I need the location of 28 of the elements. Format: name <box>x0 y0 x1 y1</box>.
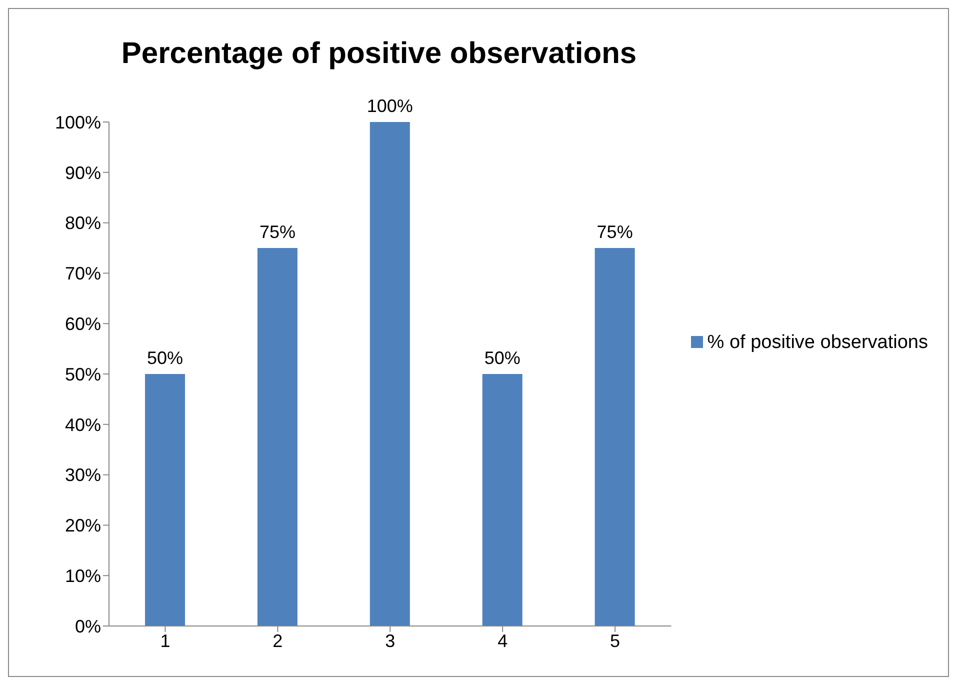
data-label: 100% <box>366 96 413 116</box>
y-tick-label: 30% <box>64 465 101 486</box>
data-label: 75% <box>259 222 296 242</box>
bar <box>145 374 185 626</box>
chart-title: Percentage of positive observations <box>120 37 638 71</box>
x-tick-label: 5 <box>610 630 620 651</box>
y-tick-label: 100% <box>54 112 101 132</box>
y-tick-label: 90% <box>64 162 101 183</box>
x-tick-label: 1 <box>160 630 170 651</box>
y-tick-label: 20% <box>64 516 101 536</box>
y-tick-label: 10% <box>64 566 101 586</box>
bar <box>257 248 298 626</box>
legend-label: % of positive observations <box>707 332 928 352</box>
x-tick-label: 2 <box>272 630 283 651</box>
y-tick-label: 40% <box>64 414 101 435</box>
y-tick-label: 60% <box>64 314 101 334</box>
data-label: 50% <box>146 348 184 368</box>
x-tick-label: 4 <box>498 630 508 651</box>
bar <box>370 122 410 626</box>
y-tick-label: 80% <box>64 213 101 234</box>
data-label: 50% <box>484 348 520 368</box>
y-tick-label: 70% <box>64 264 101 284</box>
y-tick-label: 50% <box>64 364 101 384</box>
bar <box>482 374 522 626</box>
data-label: 75% <box>596 222 633 242</box>
x-tick-label: 3 <box>385 630 396 651</box>
y-tick-label: 0% <box>74 616 101 636</box>
bar <box>594 248 635 626</box>
